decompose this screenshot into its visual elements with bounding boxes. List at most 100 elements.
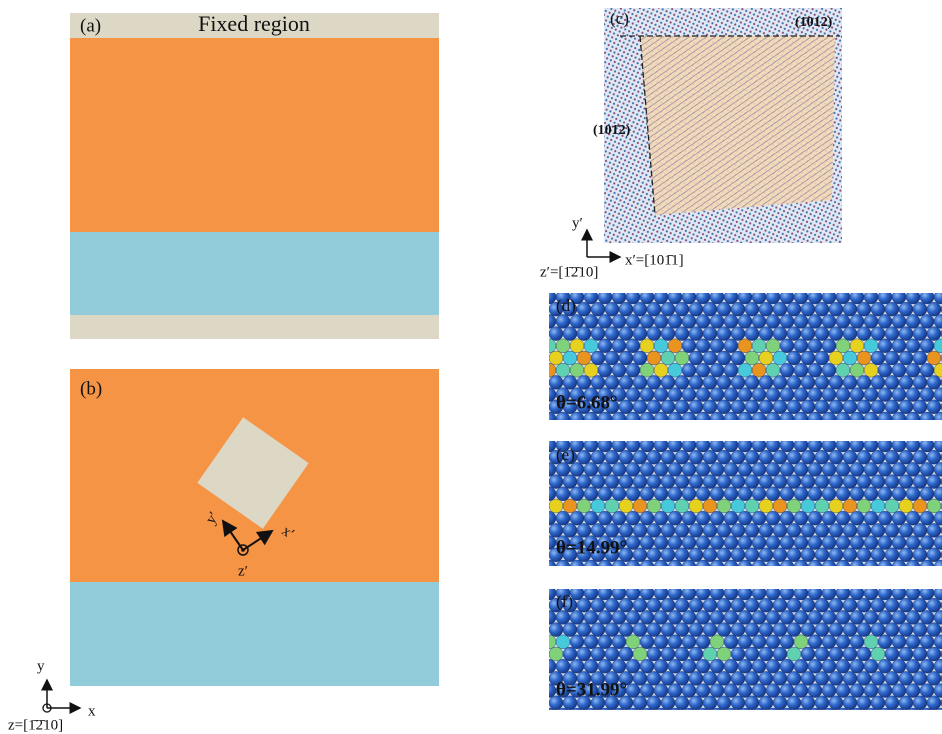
atom [836, 586, 850, 600]
atom [626, 586, 640, 600]
atom [899, 475, 913, 489]
atom [913, 671, 927, 685]
atom [556, 487, 570, 501]
atom [626, 412, 640, 426]
atom [682, 487, 696, 501]
atom [899, 548, 913, 562]
atom [668, 708, 682, 722]
atom [850, 363, 864, 377]
atom [626, 511, 640, 525]
atom [850, 610, 864, 624]
atom [542, 536, 556, 550]
atom [850, 339, 864, 353]
atom [864, 708, 878, 722]
atom [885, 400, 899, 414]
atom [640, 363, 654, 377]
atom [885, 696, 899, 710]
atom [598, 487, 612, 501]
panel-label: (c) [610, 9, 629, 28]
atom [696, 388, 710, 402]
atom [850, 635, 864, 649]
atom [906, 635, 920, 649]
atom [850, 290, 864, 304]
atom [696, 314, 710, 328]
atom [696, 684, 710, 698]
atom [871, 302, 885, 316]
atom [724, 314, 738, 328]
atom [864, 462, 878, 476]
atom [780, 388, 794, 402]
atom [577, 623, 591, 637]
atom [899, 523, 913, 537]
atom [808, 363, 822, 377]
atom [815, 499, 829, 513]
atom [892, 560, 906, 574]
atom [696, 462, 710, 476]
atom [626, 339, 640, 353]
atom [717, 400, 731, 414]
plane-label: (1̄012) [795, 15, 833, 30]
atom [836, 412, 850, 426]
atom [878, 290, 892, 304]
atom [773, 523, 787, 537]
atom [717, 450, 731, 464]
atom [703, 475, 717, 489]
atom [794, 290, 808, 304]
atom [815, 696, 829, 710]
atom [822, 339, 836, 353]
axis-label: y′ [572, 215, 583, 231]
atom [577, 475, 591, 489]
atom [766, 560, 780, 574]
atom [612, 560, 626, 574]
atom [794, 511, 808, 525]
atom [724, 339, 738, 353]
atom [731, 327, 745, 341]
atom [626, 708, 640, 722]
angle-label: θ=6.68° [556, 392, 618, 413]
atom [857, 647, 871, 661]
atom [577, 598, 591, 612]
atom [703, 548, 717, 562]
panel-label: (d) [556, 296, 576, 315]
atom [759, 671, 773, 685]
atom [633, 647, 647, 661]
atom [766, 290, 780, 304]
atom [878, 314, 892, 328]
atom [906, 560, 920, 574]
atom [752, 314, 766, 328]
atom [661, 623, 675, 637]
atom [801, 696, 815, 710]
atom [633, 475, 647, 489]
atom [661, 351, 675, 365]
atom [640, 290, 654, 304]
atom [668, 388, 682, 402]
atom [857, 375, 871, 389]
atom [892, 412, 906, 426]
atom [864, 586, 878, 600]
axis-label: x′=[101̄1] [625, 252, 684, 268]
atom [906, 314, 920, 328]
atom [759, 623, 773, 637]
atom [815, 450, 829, 464]
atom [759, 696, 773, 710]
atom [717, 647, 731, 661]
atom [668, 462, 682, 476]
atom [738, 511, 752, 525]
atom [640, 412, 654, 426]
atom [773, 475, 787, 489]
atom [549, 375, 563, 389]
atom [549, 623, 563, 637]
atom [654, 487, 668, 501]
atom [836, 708, 850, 722]
atom [605, 450, 619, 464]
atom [612, 339, 626, 353]
atom [836, 635, 850, 649]
atom [913, 623, 927, 637]
atom [829, 400, 843, 414]
atom [640, 339, 654, 353]
atom [787, 450, 801, 464]
atom [927, 623, 941, 637]
atom [647, 450, 661, 464]
atom [703, 598, 717, 612]
atom [556, 659, 570, 673]
